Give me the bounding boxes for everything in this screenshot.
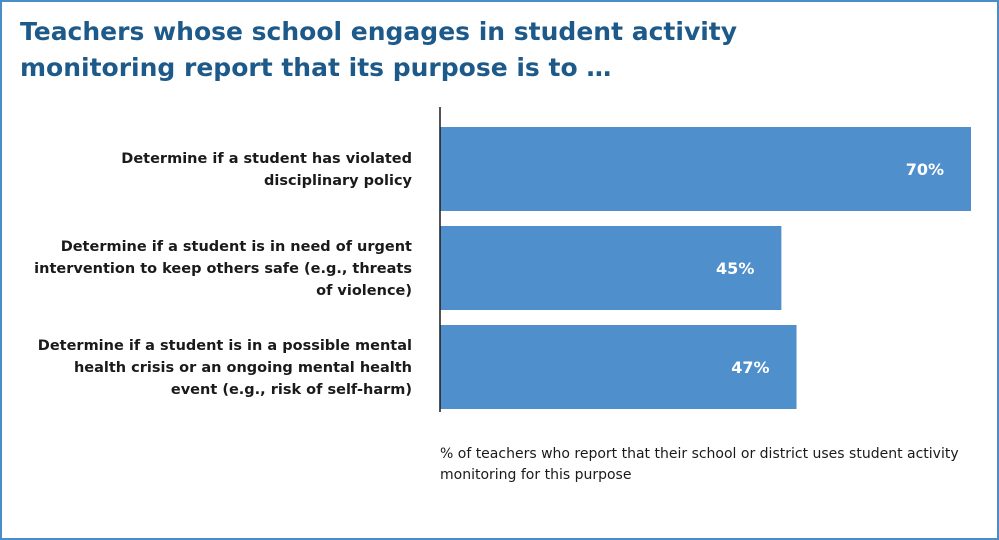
category-label-1: Determine if a student has violated disci… (121, 151, 412, 189)
chart-title: Teachers whose school engages in student… (20, 17, 738, 82)
bar-value-label-3: 47% (731, 358, 769, 377)
bar-2 (440, 226, 782, 310)
bar-3 (440, 325, 797, 409)
category-label-2: Determine if a student is in need of urg… (34, 239, 412, 299)
category-label-3: Determine if a student is in a possible … (38, 338, 412, 398)
bar-value-label-1: 70% (906, 160, 944, 179)
bar-1 (440, 127, 971, 211)
x-axis-note: % of teachers who report that their scho… (440, 446, 959, 483)
bar-value-label-2: 45% (716, 259, 754, 278)
